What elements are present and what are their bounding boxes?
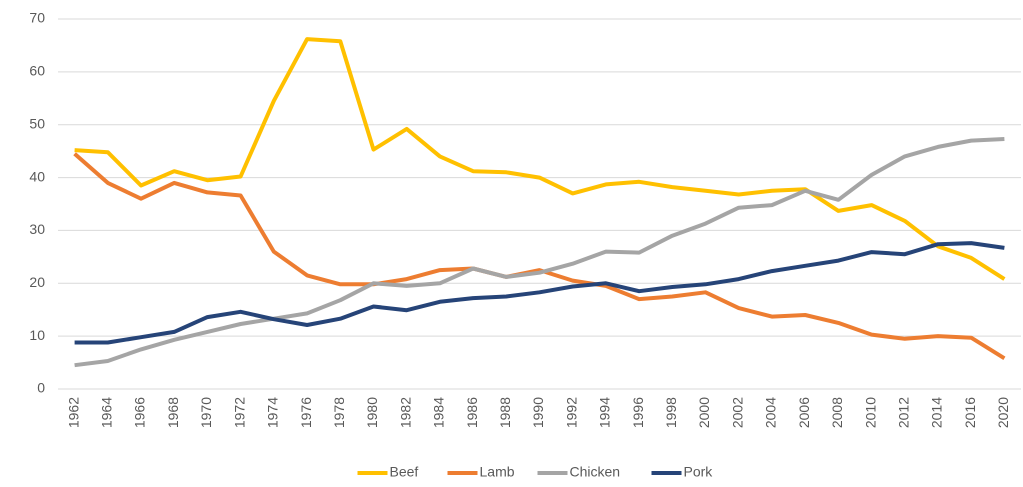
x-tick-label: 1968: [165, 397, 181, 428]
x-tick-label: 2000: [696, 397, 712, 428]
x-tick-label: 1978: [331, 397, 347, 428]
legend-label: Pork: [684, 464, 714, 480]
x-tick-label: 1982: [397, 397, 413, 428]
series-line: [74, 137, 1005, 368]
x-tick-label: 1988: [497, 397, 513, 428]
x-tick-label: 1998: [663, 397, 679, 428]
x-tick-label: 1976: [298, 397, 314, 428]
x-tick-label: 2020: [995, 397, 1011, 428]
y-tick-label: 50: [29, 115, 45, 131]
x-tick-label: 1966: [132, 397, 148, 428]
x-tick-label: 2002: [729, 397, 745, 428]
series-line: [73, 152, 1006, 360]
y-tick-label: 20: [29, 274, 45, 290]
y-tick-label: 0: [37, 380, 45, 396]
y-tick-label: 30: [29, 221, 45, 237]
legend-label: Chicken: [570, 464, 621, 480]
x-tick-label: 1974: [265, 397, 281, 428]
x-tick-label: 1980: [364, 397, 380, 428]
x-tick-label: 2016: [962, 397, 978, 428]
x-tick-label: 1990: [530, 397, 546, 428]
legend-label: Lamb: [480, 464, 515, 480]
y-tick-label: 10: [29, 327, 45, 343]
y-tick-label: 70: [29, 10, 45, 26]
legend-label: Beef: [390, 464, 419, 480]
x-tick-label: 1972: [231, 397, 247, 428]
x-tick-label: 2010: [862, 397, 878, 428]
x-tick-label: 1994: [597, 397, 613, 428]
x-tick-label: 1984: [431, 397, 447, 428]
x-tick-label: 2008: [829, 397, 845, 428]
x-tick-label: 1964: [99, 397, 115, 428]
x-tick-label: 1992: [563, 397, 579, 428]
x-tick-label: 1996: [630, 397, 646, 428]
x-tick-label: 1986: [464, 397, 480, 428]
y-tick-label: 40: [29, 168, 45, 184]
x-tick-label: 1962: [65, 397, 81, 428]
series-line: [74, 37, 1006, 281]
x-tick-label: 1970: [198, 397, 214, 428]
x-tick-label: 2014: [929, 397, 945, 428]
x-tick-label: 2012: [895, 397, 911, 428]
y-tick-label: 60: [29, 63, 45, 79]
series-line: [74, 241, 1005, 345]
x-tick-label: 2006: [796, 397, 812, 428]
x-tick-label: 2004: [763, 397, 779, 428]
